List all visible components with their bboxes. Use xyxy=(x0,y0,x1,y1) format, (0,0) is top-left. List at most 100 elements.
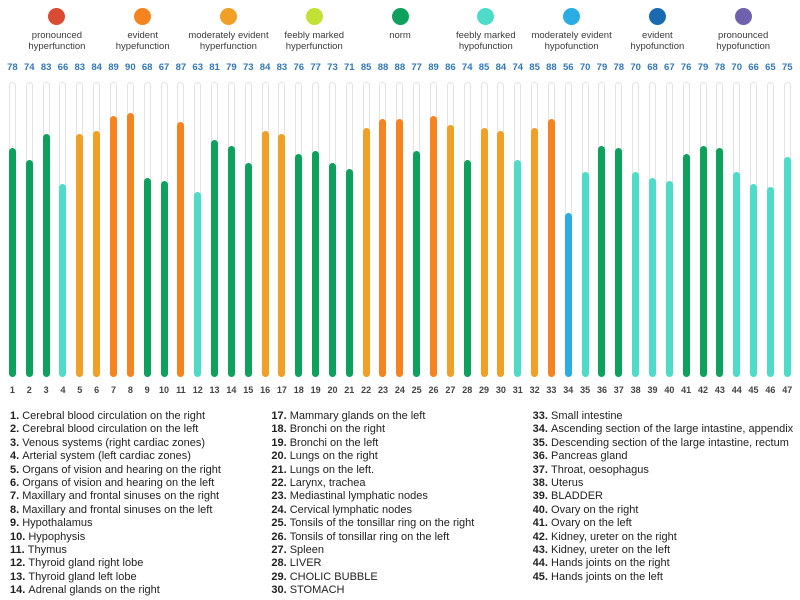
bar-column-30: 84 30 xyxy=(492,62,509,396)
bar-column-1: 78 1 xyxy=(4,62,21,396)
bar-track xyxy=(379,82,387,377)
bar-axis-label: 9 xyxy=(144,385,150,395)
organ-number: 4. xyxy=(10,450,23,463)
organ-name: Uterus xyxy=(551,477,584,490)
bar-fill xyxy=(480,127,488,377)
bar-fill xyxy=(733,171,741,377)
organ-name: Mammary glands on the left xyxy=(289,410,426,422)
organ-name: Hands joints on the left xyxy=(551,570,663,583)
bar-track xyxy=(227,82,235,377)
organ-list-item: 41. Ovary on the left xyxy=(533,517,794,530)
organ-number: 25. xyxy=(271,517,290,530)
bar-fill xyxy=(766,186,774,377)
bar-value-label: 70 xyxy=(579,62,591,73)
bar-track xyxy=(143,82,151,377)
bar-track xyxy=(160,82,168,377)
legend-item-moderately-evident-hyperfunction: moderately evident hyperfunction xyxy=(186,8,272,52)
bar-value-label: 88 xyxy=(546,62,557,73)
bar-column-39: 68 39 xyxy=(644,62,661,396)
bar-axis-label: 25 xyxy=(411,385,422,395)
bar-track xyxy=(109,82,117,377)
bar-fill xyxy=(716,148,724,377)
bar-column-27: 86 27 xyxy=(442,62,459,396)
feebly-marked-hyperfunction-dot-icon xyxy=(305,8,323,25)
bar-column-12: 63 12 xyxy=(189,62,206,396)
bar-fill xyxy=(345,168,353,377)
bar-fill xyxy=(143,177,151,377)
organ-number: 34. xyxy=(532,423,552,436)
bar-column-44: 70 44 xyxy=(728,62,745,396)
bar-fill xyxy=(615,148,623,377)
organ-name: Lungs on the right xyxy=(289,450,378,463)
legend-item-feebly-marked-hyperfunction: feebly marked hyperfunction xyxy=(271,8,357,52)
bar-track xyxy=(76,82,84,377)
organ-number: 23. xyxy=(271,490,290,503)
bar-axis-label: 32 xyxy=(529,385,540,395)
bar-column-43: 78 43 xyxy=(711,62,728,396)
organ-list-item: 2. Cerebral blood circulation on the lef… xyxy=(10,423,271,436)
organ-name: Cervical lymphatic nodes xyxy=(289,503,412,516)
bar-value-label: 77 xyxy=(310,62,321,73)
organ-number: 11. xyxy=(10,544,28,557)
organ-number: 5. xyxy=(10,463,23,476)
bar-track xyxy=(93,82,101,377)
bar-axis-label: 3 xyxy=(43,385,49,395)
organ-list-item: 42. Kidney, ureter on the right xyxy=(533,531,794,544)
bar-column-18: 76 18 xyxy=(290,62,307,396)
organ-list: 1. Cerebral blood circulation on the rig… xyxy=(0,396,800,598)
bar-column-28: 74 28 xyxy=(459,62,476,396)
organ-list-item: 44. Hands joints on the right xyxy=(533,557,794,570)
bar-column-10: 67 10 xyxy=(156,62,173,396)
bar-axis-label: 10 xyxy=(159,385,170,395)
bar-track xyxy=(733,82,741,377)
organ-number: 33. xyxy=(532,410,552,422)
bar-axis-label: 42 xyxy=(698,385,709,395)
bar-fill xyxy=(312,151,320,377)
legend-item-label: feebly marked hyperfunction xyxy=(284,30,345,52)
bar-axis-label: 16 xyxy=(260,385,271,395)
bar-value-label: 90 xyxy=(125,62,136,73)
bar-value-label: 88 xyxy=(377,62,389,73)
bar-track xyxy=(345,82,353,377)
bar-axis-label: 40 xyxy=(664,385,675,395)
bar-fill xyxy=(632,171,640,377)
bar-track xyxy=(615,82,623,377)
bar-column-17: 83 17 xyxy=(274,62,291,396)
bar-column-2: 74 2 xyxy=(21,62,38,396)
bar-axis-label: 34 xyxy=(563,385,574,395)
organ-list-item: 33. Small intestine xyxy=(533,410,794,423)
bar-value-label: 78 xyxy=(7,62,18,73)
bar-track xyxy=(480,82,488,377)
organ-number: 27. xyxy=(271,544,290,557)
legend-item-norm: norm xyxy=(357,8,443,52)
organ-name: Bronchi on the left xyxy=(289,436,379,449)
bar-fill xyxy=(581,171,589,377)
organ-list-item: 14. Adrenal glands on the right xyxy=(10,584,271,597)
organ-list-item: 6. Organs of vision and hearing on the l… xyxy=(10,477,271,490)
bar-track xyxy=(413,82,421,377)
legend-item-moderately-evident-hypofunction: moderately evident hypofunction xyxy=(529,8,615,52)
organ-list-item: 35. Descending section of the large inta… xyxy=(533,437,794,450)
bar-value-label: 83 xyxy=(276,62,288,73)
bar-axis-label: 23 xyxy=(377,385,388,395)
bar-axis-label: 39 xyxy=(647,385,658,395)
bar-column-4: 66 4 xyxy=(55,62,72,396)
bar-fill xyxy=(430,116,438,377)
bar-column-35: 70 35 xyxy=(577,62,594,396)
bar-fill xyxy=(783,157,791,377)
bar-fill xyxy=(750,183,758,377)
bar-axis-label: 36 xyxy=(596,385,607,395)
bar-value-label: 67 xyxy=(664,62,675,73)
organ-name: Hypophysis xyxy=(28,530,86,543)
bar-axis-label: 20 xyxy=(327,385,338,395)
bar-column-24: 88 24 xyxy=(391,62,408,396)
legend-item-label: pronounced hyperfunction xyxy=(28,30,86,52)
bar-value-label: 66 xyxy=(748,62,759,73)
bar-fill xyxy=(497,130,505,377)
organ-list-item: 19. Bronchi on the left xyxy=(271,437,532,450)
bar-track xyxy=(25,82,33,377)
bar-column-23: 88 23 xyxy=(375,62,392,396)
bar-track xyxy=(699,82,707,377)
legend-item-evident-hyperfunction: evident hypefunction xyxy=(100,8,186,52)
bar-value-label: 85 xyxy=(529,62,540,73)
